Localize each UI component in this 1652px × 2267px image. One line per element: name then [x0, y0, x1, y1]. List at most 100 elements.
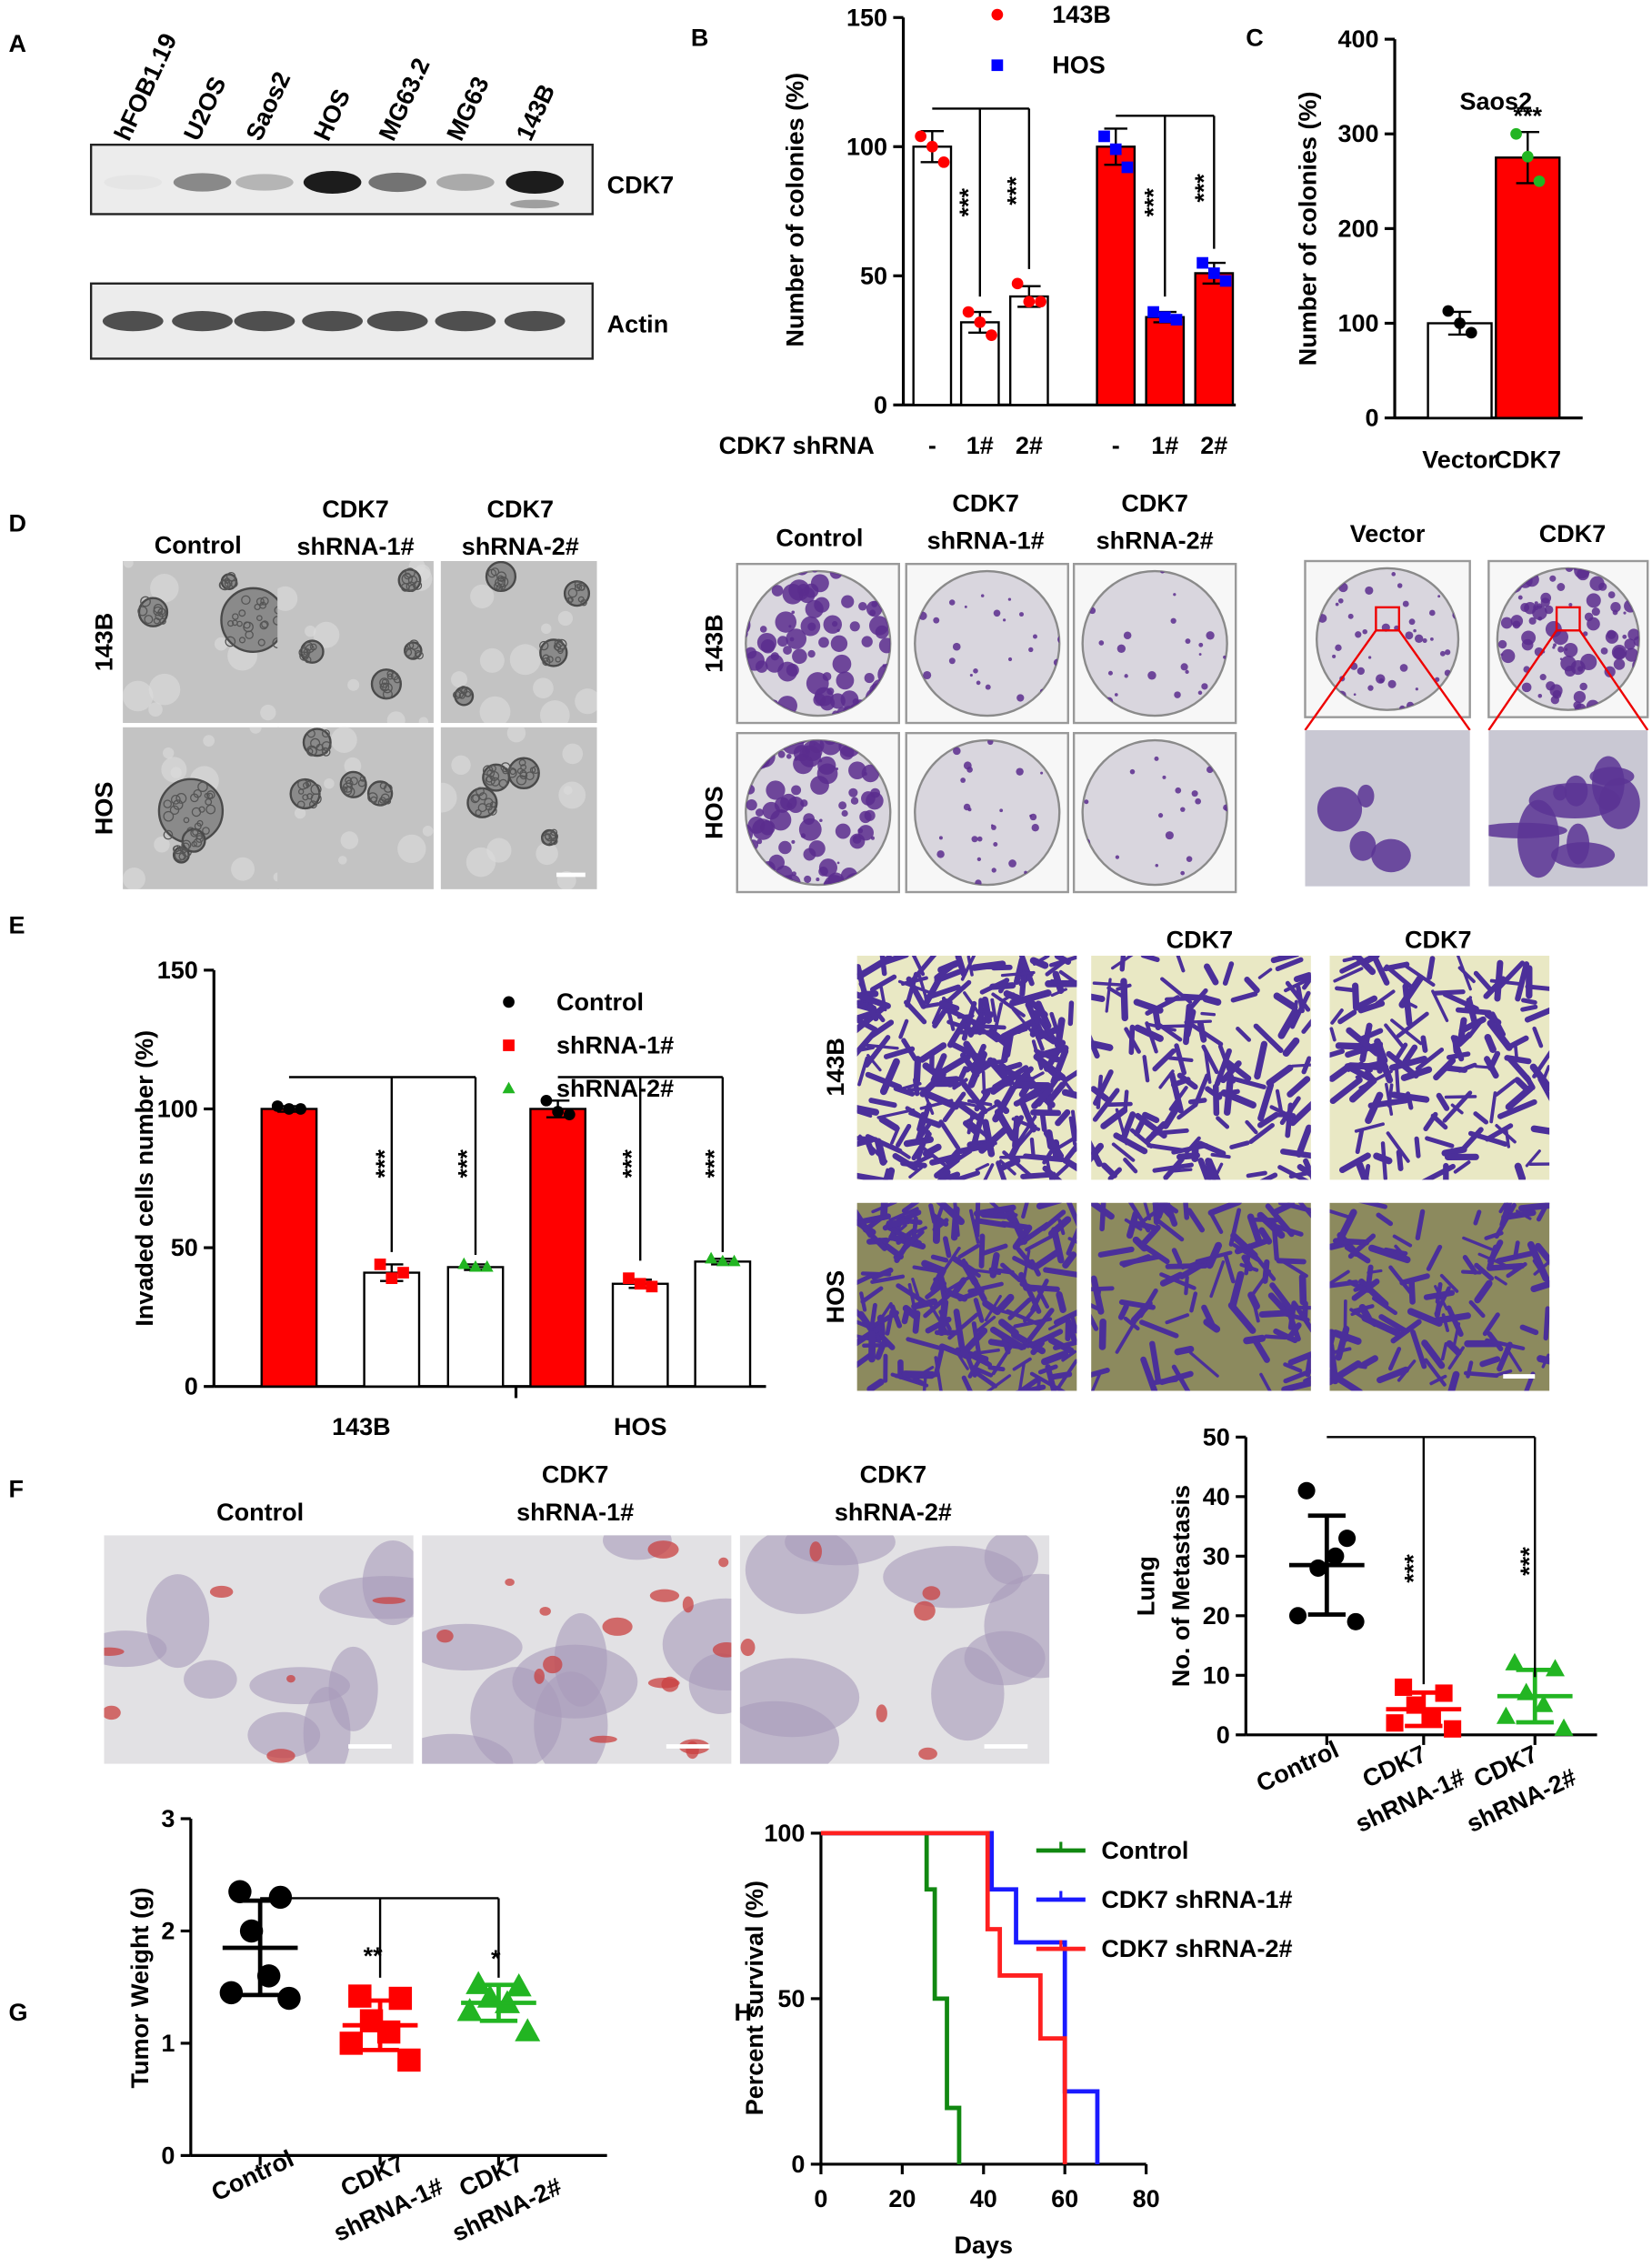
colony — [1625, 647, 1639, 662]
colony — [1003, 618, 1006, 622]
colony — [832, 654, 852, 674]
background-speck — [418, 717, 429, 724]
invaded-cell — [1386, 1131, 1410, 1163]
background-speck — [558, 781, 586, 809]
colony — [976, 836, 983, 842]
invaded-cell — [1257, 1111, 1279, 1128]
data-point — [563, 1108, 576, 1120]
invaded-cell — [1430, 1113, 1448, 1130]
invaded-cell — [1106, 986, 1126, 999]
colony — [1362, 628, 1367, 635]
invaded-cell — [1329, 1209, 1349, 1219]
y-tick-label: 0 — [1366, 405, 1379, 432]
cell — [205, 804, 216, 815]
blood — [436, 1630, 454, 1643]
invaded-cell — [947, 1312, 979, 1340]
invaded-cell — [1143, 1244, 1170, 1265]
invaded-cell — [1043, 1267, 1077, 1278]
invaded-cell — [975, 1202, 981, 1239]
invaded-cell — [1286, 1322, 1302, 1341]
significance: * — [491, 1945, 501, 1972]
image-header: CDK7 — [1539, 520, 1607, 547]
cell — [499, 583, 506, 590]
invaded-cell — [893, 1086, 916, 1097]
panel-letter: E — [9, 912, 25, 939]
invaded-cell — [1257, 968, 1273, 979]
invaded-cell — [1302, 974, 1311, 990]
invaded-cell — [960, 955, 976, 981]
cell — [224, 577, 231, 584]
invaded-cell — [1152, 1162, 1194, 1173]
cell — [308, 800, 317, 809]
colony — [819, 818, 823, 823]
colony — [1612, 609, 1618, 616]
invaded-cell — [1513, 1240, 1520, 1259]
invaded-cell — [1297, 1202, 1311, 1219]
colony — [802, 740, 823, 762]
invaded-cell — [1132, 1219, 1156, 1231]
cell — [542, 654, 550, 662]
significance: *** — [618, 1149, 646, 1179]
colony — [1098, 640, 1105, 646]
colony — [1367, 656, 1372, 659]
colony — [1174, 691, 1181, 698]
invaded-cell — [1285, 980, 1311, 1012]
invaded-cell — [1230, 991, 1258, 1003]
cell — [172, 845, 180, 853]
legend-marker — [503, 996, 515, 1008]
invaded-cell — [856, 1136, 878, 1142]
colony — [1223, 655, 1226, 659]
invaded-cell — [1276, 1258, 1307, 1265]
invaded-cell — [1018, 955, 1035, 987]
colony — [1337, 597, 1344, 604]
colony — [786, 754, 792, 759]
background-speck — [541, 623, 552, 635]
invaded-cell — [1036, 1286, 1050, 1309]
cell — [516, 775, 527, 786]
cell — [169, 805, 180, 816]
invaded-cell — [1414, 1136, 1421, 1159]
blot-band — [368, 172, 426, 193]
invaded-cell — [1360, 1355, 1378, 1369]
cell — [531, 766, 540, 775]
plate — [914, 738, 1061, 887]
data-point — [506, 1972, 532, 1997]
colony — [1500, 617, 1513, 629]
zoom-line — [1578, 629, 1649, 731]
invaded-cell — [1487, 1244, 1499, 1269]
invaded-cell — [1168, 1086, 1188, 1111]
bar — [1495, 156, 1561, 419]
invaded-cell — [856, 1351, 875, 1369]
x-tick-label: Control — [1252, 1736, 1343, 1798]
invaded-cell — [1130, 1299, 1153, 1324]
invaded-cell — [1519, 1324, 1539, 1336]
invaded-cell — [875, 1340, 886, 1360]
invaded-cell — [1171, 1364, 1191, 1391]
colony — [1347, 613, 1354, 619]
cell — [406, 641, 415, 649]
cell — [296, 800, 305, 809]
cell — [379, 677, 390, 688]
invaded-cell — [1123, 1089, 1129, 1112]
colony — [967, 807, 972, 812]
colony — [1552, 646, 1556, 649]
cell — [306, 747, 314, 755]
background-speck — [470, 584, 495, 609]
colony — [1355, 631, 1362, 638]
data-point — [705, 1251, 718, 1264]
invaded-cell — [1029, 1137, 1036, 1159]
cell — [232, 613, 239, 620]
cell — [178, 852, 187, 861]
invaded-cell — [856, 1109, 873, 1118]
background-speck — [203, 735, 215, 747]
colony — [1607, 591, 1616, 598]
cell — [509, 768, 516, 776]
background-speck — [337, 856, 347, 865]
colony — [788, 625, 792, 628]
image-header: Control — [776, 525, 863, 552]
colony — [1225, 806, 1227, 812]
colony — [835, 823, 851, 839]
lung-lobe — [984, 1573, 1050, 1679]
data-point — [348, 1984, 372, 2008]
colony — [866, 600, 883, 617]
